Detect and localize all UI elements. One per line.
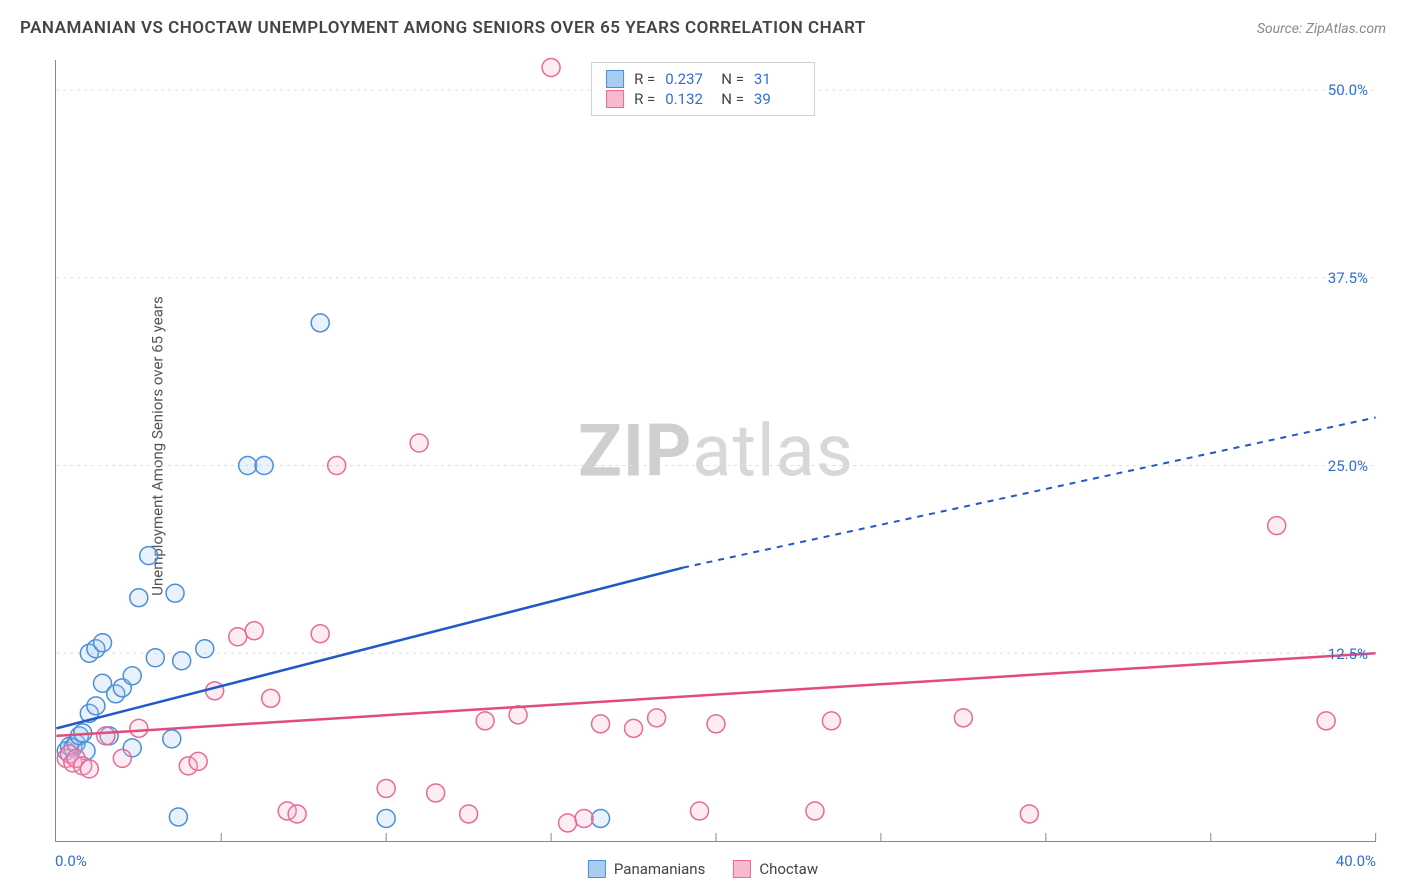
data-point <box>123 667 141 685</box>
data-point <box>707 715 725 733</box>
source-label: Source: ZipAtlas.com <box>1257 21 1386 37</box>
data-point <box>648 709 666 727</box>
data-point <box>94 634 112 652</box>
data-point <box>189 752 207 770</box>
data-point <box>130 719 148 737</box>
y-tick-label: 12.5% <box>1328 645 1368 663</box>
data-point <box>592 715 610 733</box>
x-axis-max-label: 40.0% <box>1336 852 1376 870</box>
data-point <box>163 730 181 748</box>
data-point <box>377 809 395 827</box>
data-point <box>476 712 494 730</box>
data-point <box>1268 517 1286 535</box>
data-point <box>87 697 105 715</box>
data-point <box>80 760 98 778</box>
data-point <box>130 589 148 607</box>
stat-n-label: N = <box>721 90 744 108</box>
data-point <box>559 814 577 832</box>
chart-title: PANAMANIAN VS CHOCTAW UNEMPLOYMENT AMONG… <box>20 18 866 38</box>
trend-line-extrapolated <box>683 417 1376 567</box>
data-point <box>592 809 610 827</box>
data-point <box>1317 712 1335 730</box>
data-point <box>245 622 263 640</box>
data-point <box>460 805 478 823</box>
data-point <box>255 457 273 475</box>
data-point <box>311 625 329 643</box>
legend-item: Panamanians <box>588 860 705 878</box>
stat-r-value: 0.237 <box>665 70 711 88</box>
data-point <box>954 709 972 727</box>
x-axis-min-label: 0.0% <box>55 852 87 870</box>
data-point <box>806 802 824 820</box>
y-tick-label: 50.0% <box>1328 81 1368 99</box>
legend-stats-row: R = 0.132 N = 39 <box>606 89 800 109</box>
stat-n-label: N = <box>721 70 744 88</box>
header: PANAMANIAN VS CHOCTAW UNEMPLOYMENT AMONG… <box>20 18 1386 38</box>
data-point <box>625 719 643 737</box>
y-tick-label: 37.5% <box>1328 269 1368 287</box>
data-point <box>311 314 329 332</box>
data-point <box>1020 805 1038 823</box>
data-point <box>229 628 247 646</box>
stat-r-label: R = <box>634 70 655 88</box>
data-point <box>169 808 187 826</box>
trend-line <box>56 568 683 729</box>
legend-label: Choctaw <box>759 860 818 878</box>
scatter-chart <box>56 60 1376 841</box>
legend-swatch <box>606 90 624 108</box>
legend-swatch <box>733 860 751 878</box>
data-point <box>166 584 184 602</box>
data-point <box>822 712 840 730</box>
data-point <box>196 640 214 658</box>
series-legend: Panamanians Choctaw <box>588 860 818 878</box>
data-point <box>206 682 224 700</box>
legend-stats-row: R = 0.237 N = 31 <box>606 69 800 89</box>
data-point <box>146 649 164 667</box>
data-point <box>288 805 306 823</box>
data-point <box>239 457 257 475</box>
y-tick-label: 25.0% <box>1328 457 1368 475</box>
data-point <box>575 809 593 827</box>
data-point <box>377 779 395 797</box>
data-point <box>427 784 445 802</box>
data-point <box>328 457 346 475</box>
data-point <box>262 689 280 707</box>
data-point <box>410 434 428 452</box>
stat-r-label: R = <box>634 90 655 108</box>
legend-item: Choctaw <box>733 860 818 878</box>
stat-n-value: 31 <box>754 70 800 88</box>
stat-r-value: 0.132 <box>665 90 711 108</box>
data-point <box>113 749 131 767</box>
data-point <box>691 802 709 820</box>
legend-stats-box: R = 0.237 N = 31 R = 0.132 N = 39 <box>591 62 815 116</box>
plot-area: ZIPatlas 12.5%25.0%37.5%50.0% <box>55 60 1376 842</box>
stat-n-value: 39 <box>754 90 800 108</box>
legend-swatch <box>588 860 606 878</box>
data-point <box>173 652 191 670</box>
data-point <box>140 547 158 565</box>
data-point <box>97 727 115 745</box>
legend-label: Panamanians <box>614 860 705 878</box>
data-point <box>542 59 560 77</box>
legend-swatch <box>606 70 624 88</box>
